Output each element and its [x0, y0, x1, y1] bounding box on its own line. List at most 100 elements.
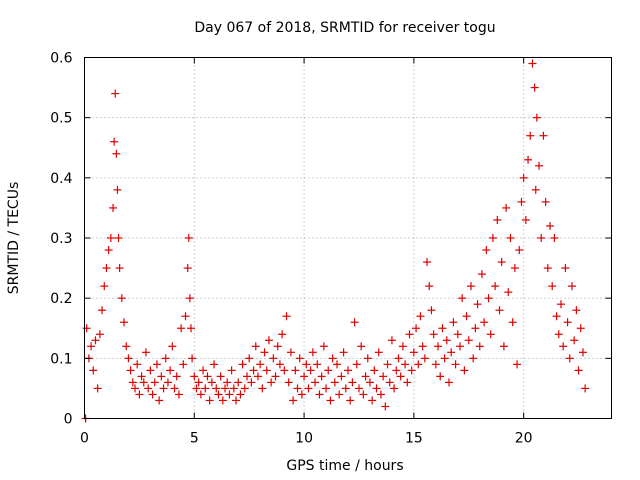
grid-lines — [84, 57, 612, 419]
data-point — [546, 221, 555, 230]
data-point — [453, 330, 462, 339]
data-point — [530, 83, 539, 92]
data-point — [311, 378, 320, 387]
data-point — [256, 360, 265, 369]
data-point — [106, 234, 115, 242]
data-point — [275, 360, 284, 369]
x-tick-label: 15 — [405, 431, 423, 447]
data-point — [258, 384, 267, 393]
data-point — [190, 372, 199, 381]
data-point — [466, 282, 475, 291]
data-point — [218, 396, 227, 405]
data-point — [135, 390, 144, 399]
data-point — [289, 396, 298, 405]
data-point — [359, 390, 368, 399]
y-tick-label: 0.5 — [50, 111, 72, 127]
data-point — [401, 360, 410, 369]
data-point — [357, 342, 366, 351]
x-tick-label: 10 — [295, 431, 313, 447]
data-point — [376, 390, 385, 399]
data-point — [186, 324, 195, 333]
data-point — [192, 384, 201, 393]
data-point — [122, 342, 131, 351]
data-point — [232, 396, 241, 405]
data-point — [253, 372, 262, 381]
y-tick-label: 0.3 — [50, 231, 72, 247]
data-point — [181, 312, 190, 321]
data-point — [350, 318, 359, 327]
data-point — [177, 324, 186, 333]
data-point — [260, 348, 269, 357]
data-point — [473, 300, 482, 309]
data-point — [111, 89, 120, 98]
data-point — [317, 372, 326, 381]
data-point — [201, 384, 210, 393]
data-point — [576, 324, 585, 333]
data-point — [210, 360, 219, 369]
data-point — [196, 390, 205, 399]
data-point — [482, 246, 491, 255]
data-point — [133, 360, 142, 369]
data-point — [295, 354, 304, 363]
data-point — [115, 264, 124, 273]
data-point — [535, 161, 544, 170]
data-point — [128, 378, 137, 387]
data-point — [423, 258, 432, 267]
data-point — [381, 402, 390, 411]
data-point — [205, 396, 214, 405]
data-point — [374, 348, 383, 357]
data-point — [475, 342, 484, 351]
data-point — [146, 366, 155, 375]
data-point — [269, 354, 278, 363]
data-point — [221, 384, 230, 393]
y-tick-label: 0.6 — [50, 51, 72, 67]
data-point — [442, 336, 451, 345]
data-point — [488, 234, 497, 242]
data-point — [137, 372, 146, 381]
data-point — [504, 288, 513, 297]
data-point — [477, 270, 486, 279]
data-point — [87, 342, 96, 351]
data-point — [541, 197, 550, 206]
y-tick-label: 0.1 — [50, 351, 72, 367]
data-point — [499, 342, 508, 351]
data-point — [565, 354, 574, 363]
data-point — [506, 234, 515, 242]
data-point — [144, 384, 153, 393]
data-point — [532, 113, 541, 122]
data-point — [390, 384, 399, 393]
data-point — [464, 336, 473, 345]
data-point — [262, 366, 271, 375]
data-point — [300, 372, 309, 381]
data-point — [552, 312, 561, 321]
data-point — [82, 324, 91, 333]
data-point — [280, 366, 289, 375]
data-point — [159, 384, 168, 393]
data-point — [324, 366, 333, 375]
data-point — [216, 372, 225, 381]
data-point — [110, 137, 119, 146]
data-point — [330, 378, 339, 387]
data-point — [531, 185, 540, 194]
data-point — [537, 234, 546, 242]
data-point — [392, 366, 401, 375]
data-point — [497, 258, 506, 267]
data-point — [396, 372, 405, 381]
data-point — [519, 173, 528, 182]
data-point — [163, 378, 172, 387]
data-point — [556, 300, 565, 309]
data-point — [297, 390, 306, 399]
data-point — [440, 354, 449, 363]
data-point — [328, 354, 337, 363]
data-point — [139, 378, 148, 387]
data-point — [508, 318, 517, 327]
data-point — [425, 282, 434, 291]
data-point — [227, 366, 236, 375]
data-point — [458, 294, 467, 303]
data-point — [436, 372, 445, 381]
data-point — [168, 342, 177, 351]
data-point — [341, 384, 350, 393]
data-point — [273, 342, 282, 351]
x-tick-label: 5 — [190, 431, 199, 447]
data-point — [114, 234, 123, 242]
